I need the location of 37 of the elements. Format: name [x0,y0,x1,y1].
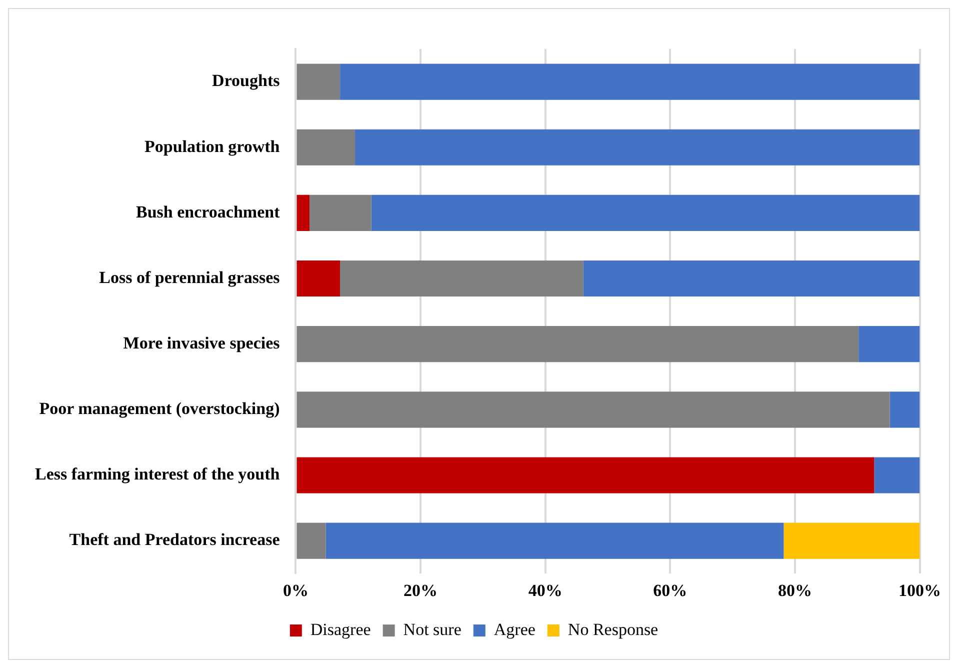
bar [784,522,920,559]
x-tick-label: 100% [898,581,941,600]
bar [296,326,859,362]
x-tick-label: 80% [778,581,812,600]
x-tick-label: 0% [283,581,308,600]
y-tick-label: Less farming interest of the youth [35,464,280,484]
y-tick-label: Droughts [212,71,280,90]
bar [309,194,372,231]
bar [340,260,584,297]
bar [355,129,920,166]
bar [340,64,920,100]
bar [371,194,920,231]
y-tick-label: Population growth [144,136,280,156]
y-tick-label: Poor management (overstocking) [39,399,280,418]
y-tick-label: Theft and Predators increase [69,530,280,550]
bar [858,326,920,362]
legend-label: Agree [494,620,536,639]
bar [296,194,310,231]
y-tick-label: Loss of perennial grasses [99,268,280,287]
x-tick-label: 20% [404,581,438,600]
bar [296,260,340,297]
bar [296,129,356,166]
x-tick-label: 40% [528,581,562,600]
bar [296,522,326,559]
legend-label: Not sure [403,620,462,639]
bar [890,392,920,428]
bar [296,392,890,428]
bar [296,64,340,100]
bar [874,457,920,494]
legend-label: No Response [568,620,658,639]
y-tick-label: More invasive species [123,333,280,352]
bar [583,260,920,297]
legend-label: Disagree [310,620,371,639]
y-tick-label: Bush encroachment [136,202,280,222]
bar [326,522,784,559]
x-tick-label: 60% [653,581,688,600]
bar [296,457,874,494]
